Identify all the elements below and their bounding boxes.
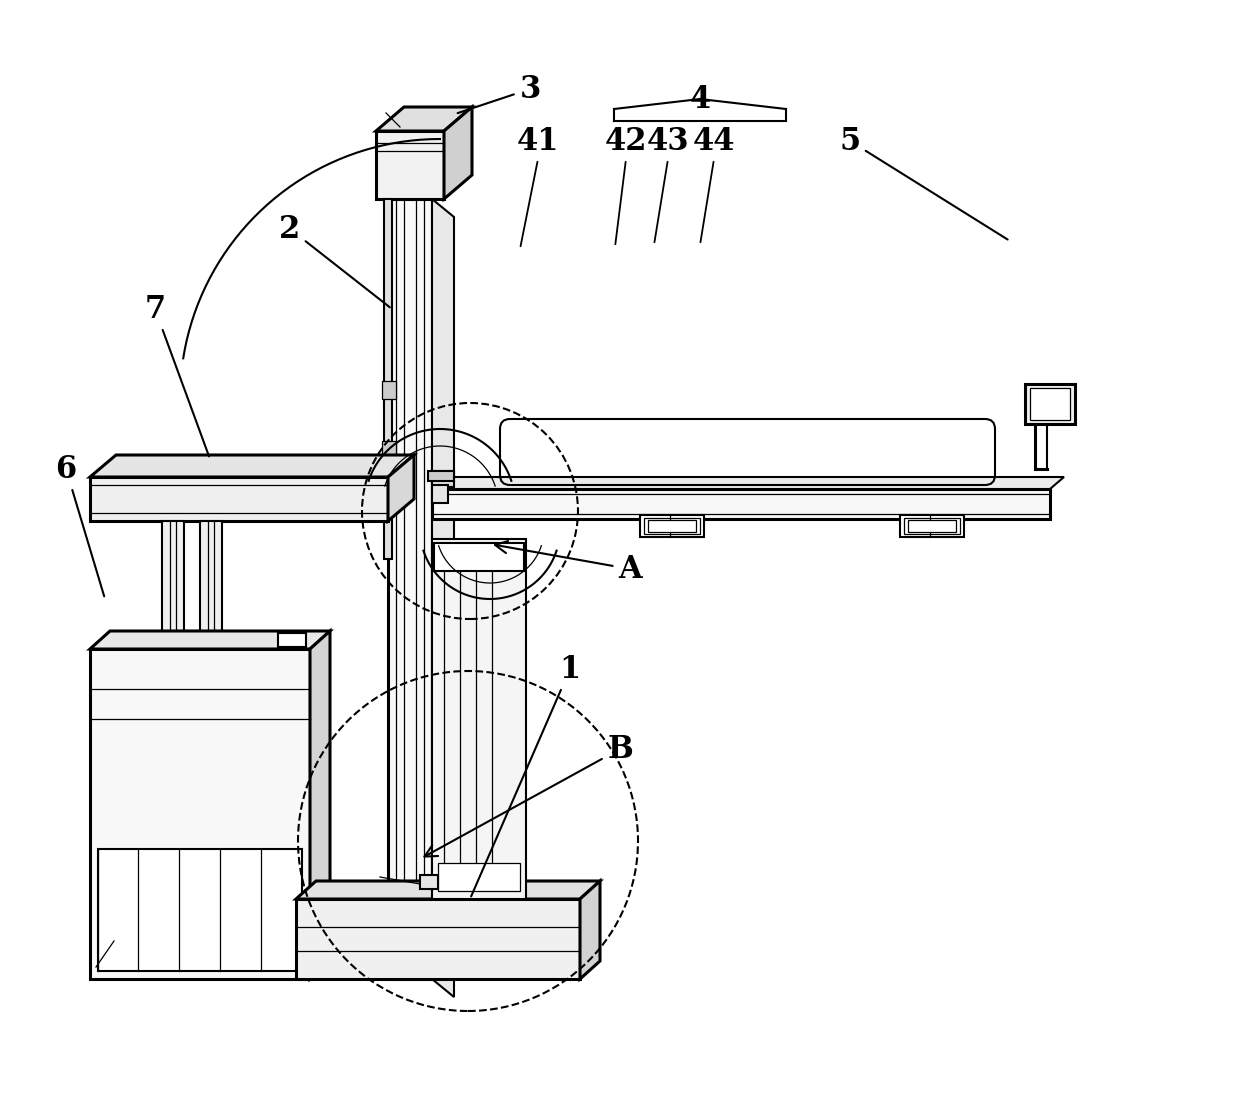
Text: 41: 41 xyxy=(517,125,559,156)
Text: 6: 6 xyxy=(56,454,104,597)
Text: 42: 42 xyxy=(605,125,647,156)
Polygon shape xyxy=(432,489,1050,519)
Bar xyxy=(200,521,222,709)
Text: 4: 4 xyxy=(689,84,711,114)
Bar xyxy=(900,515,963,537)
Bar xyxy=(148,703,238,719)
Polygon shape xyxy=(91,477,388,521)
Polygon shape xyxy=(296,899,580,979)
Polygon shape xyxy=(388,199,432,979)
Bar xyxy=(98,850,303,972)
Text: 7: 7 xyxy=(144,293,210,456)
Text: 43: 43 xyxy=(647,125,689,156)
Polygon shape xyxy=(580,881,600,979)
Polygon shape xyxy=(376,131,444,199)
Bar xyxy=(278,633,306,647)
Polygon shape xyxy=(91,650,310,979)
Text: 1: 1 xyxy=(471,654,580,897)
Polygon shape xyxy=(296,881,600,899)
Bar xyxy=(908,520,956,532)
Polygon shape xyxy=(310,631,330,979)
Bar xyxy=(434,543,525,571)
Text: 3: 3 xyxy=(458,74,541,113)
Text: A: A xyxy=(495,541,642,585)
Bar xyxy=(382,441,396,459)
Polygon shape xyxy=(432,199,454,997)
Text: 5: 5 xyxy=(839,125,1008,240)
Polygon shape xyxy=(376,107,472,131)
Bar xyxy=(432,471,454,487)
Polygon shape xyxy=(388,455,414,521)
Bar xyxy=(1025,384,1075,424)
Polygon shape xyxy=(91,455,414,477)
Bar xyxy=(432,485,448,503)
Polygon shape xyxy=(428,471,454,481)
Bar xyxy=(438,863,520,891)
Polygon shape xyxy=(384,199,392,559)
Bar xyxy=(382,381,396,399)
Polygon shape xyxy=(432,477,1064,489)
Bar xyxy=(1030,388,1070,420)
Text: B: B xyxy=(424,733,632,856)
Bar xyxy=(162,521,184,709)
Text: 44: 44 xyxy=(693,125,735,156)
Bar xyxy=(432,539,526,899)
Bar xyxy=(640,515,704,537)
Bar xyxy=(649,520,696,532)
Polygon shape xyxy=(91,631,330,650)
Bar xyxy=(644,518,701,534)
Bar xyxy=(904,518,960,534)
Bar xyxy=(420,875,438,889)
Polygon shape xyxy=(444,107,472,199)
Text: 2: 2 xyxy=(279,213,389,308)
